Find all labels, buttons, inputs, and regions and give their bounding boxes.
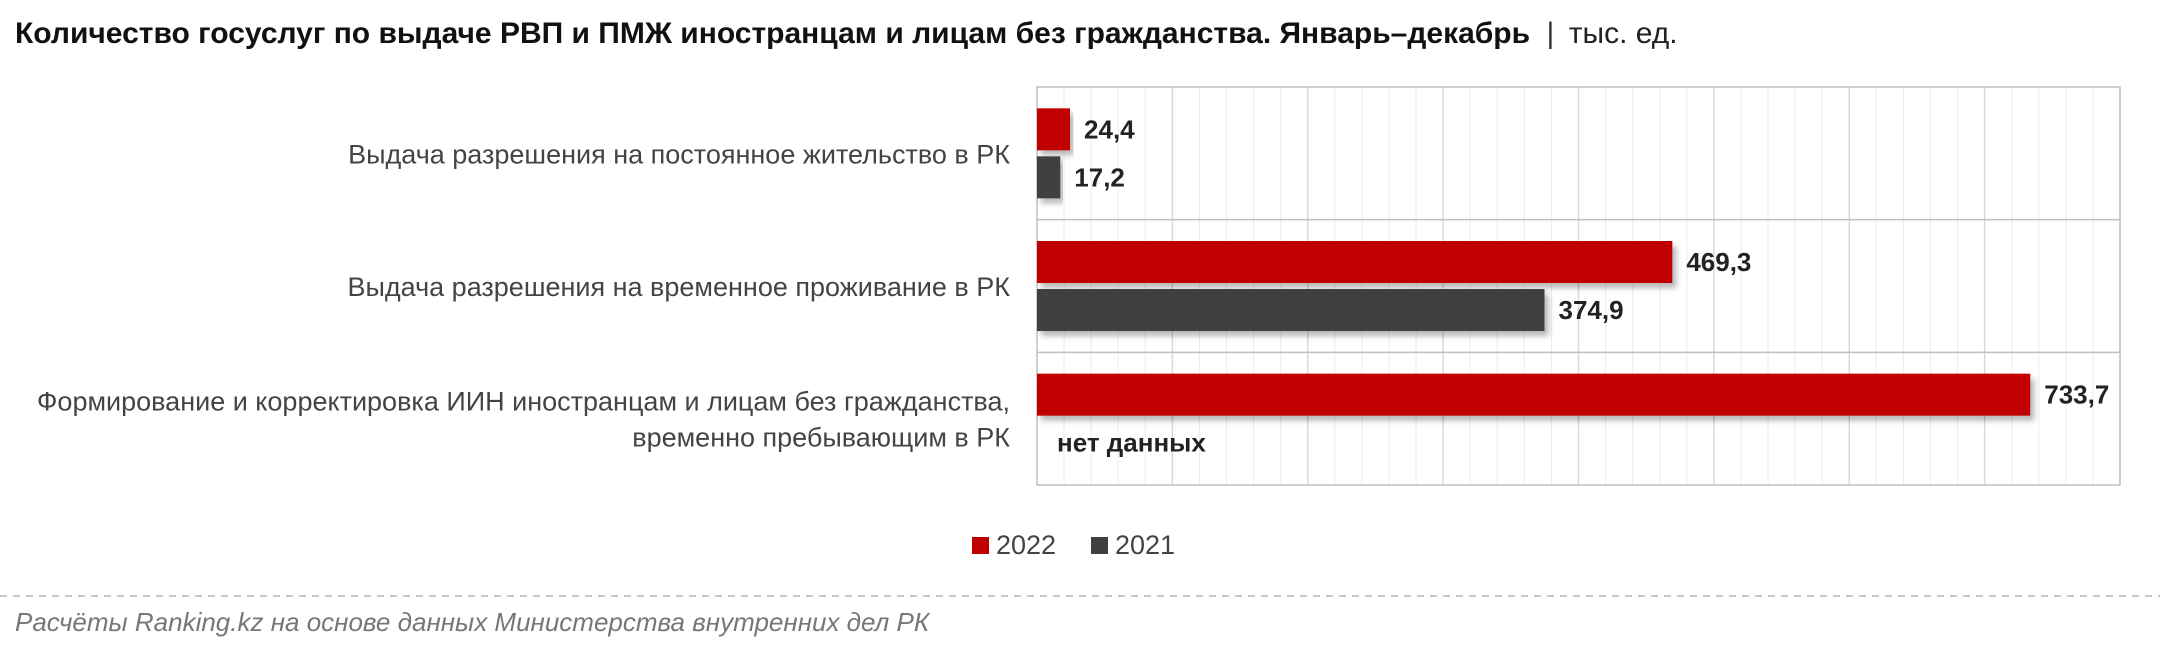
legend-swatch-2021 (1091, 537, 1108, 554)
chart-title-main: Количество госуслуг по выдаче РВП и ПМЖ … (15, 17, 1530, 50)
bar-2022-1 (1037, 108, 1071, 151)
category-labels: Выдача разрешения на постоянное жительст… (37, 139, 1010, 452)
value-label-2022-2: 469,3 (1686, 247, 1751, 277)
legend-label-2021: 2021 (1115, 530, 1175, 560)
chart-title-separator: | (1547, 17, 1555, 50)
legend-label-2022: 2022 (996, 530, 1056, 560)
legend: 2022 2021 (972, 530, 1175, 560)
bar-2022-3 (1037, 373, 2031, 416)
legend-swatch-2022 (972, 537, 989, 554)
category-label-2: Выдача разрешения на временное проживани… (348, 272, 1011, 302)
value-label-2022-1: 24,4 (1084, 114, 1135, 144)
category-label-3: Формирование и корректировка ИИН иностра… (37, 387, 1010, 453)
chart-title-unit: тыс. ед. (1569, 17, 1678, 50)
plot-border (1036, 86, 2121, 486)
source-note: Расчёты Ranking.kz на основе данных Мини… (15, 607, 931, 637)
category-label-1: Выдача разрешения на постоянное жительст… (348, 139, 1010, 169)
chart-title: Количество госуслуг по выдаче РВП и ПМЖ … (15, 17, 1678, 50)
svg-text:Количество госуслуг по выдаче: Количество госуслуг по выдаче РВП и ПМЖ … (15, 17, 1678, 50)
bar-2022-2 (1037, 241, 1673, 283)
bar-2021-2 (1037, 289, 1545, 331)
bar-2021-1 (1037, 156, 1061, 199)
plot-area: 24,4 17,2 469,3 374,9 733,7 нет данных (1036, 86, 2121, 486)
value-label-2021-1: 17,2 (1074, 162, 1125, 192)
value-label-2021-2: 374,9 (1559, 295, 1624, 325)
no-data-label: нет данных (1057, 428, 1206, 458)
value-label-2022-3: 733,7 (2044, 380, 2109, 410)
